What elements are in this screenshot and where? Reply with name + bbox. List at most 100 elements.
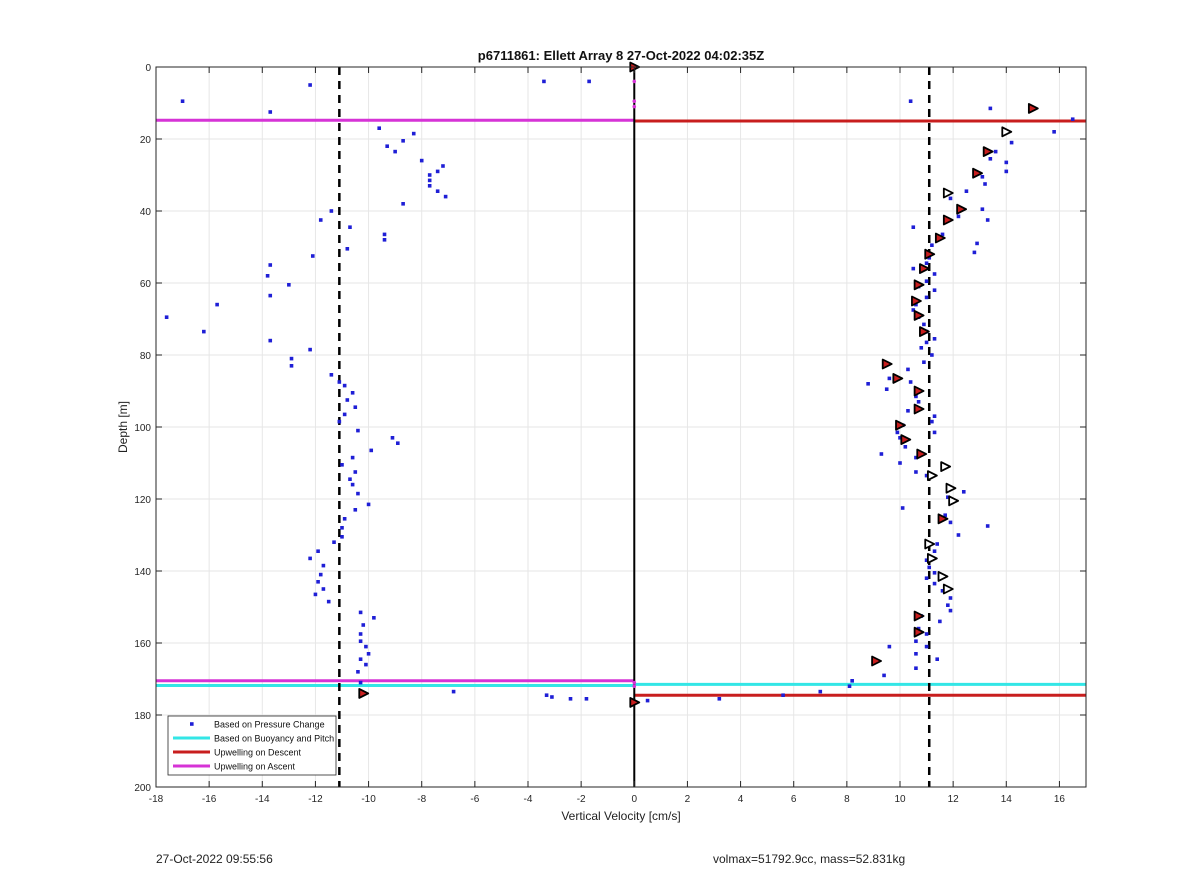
filled-velocity-marker (924, 248, 936, 260)
pressure-change-point (927, 565, 932, 570)
pressure-change-point (393, 149, 397, 154)
pressure-change-point (911, 308, 916, 312)
filled-velocity-marker (871, 655, 882, 667)
pressure-change-point (914, 652, 918, 656)
pressure-change-point (287, 283, 291, 287)
pressure-change-point (898, 461, 902, 465)
y-tick-label: 80 (140, 351, 152, 362)
pressure-change-point (895, 430, 900, 435)
pressure-change-point (980, 207, 985, 211)
pressure-change-point (956, 533, 961, 537)
x-axis-ticks: -18 -16 -14 -12 -10 -8 -6 -4 -2 0 2 4 6 8 10 12 14 16 (149, 67, 1065, 805)
pressure-change-point (847, 684, 852, 688)
pressure-change-point (358, 610, 363, 615)
open-velocity-marker (937, 571, 949, 582)
pressure-change-point (164, 315, 169, 319)
pressure-change-point (337, 419, 342, 424)
pressure-change-point (342, 383, 347, 388)
pressure-change-point (930, 419, 934, 424)
pressure-change-point (932, 288, 937, 292)
pressure-change-point (914, 470, 918, 474)
y-tick-label: 40 (140, 207, 152, 218)
filled-velocity-marker (900, 434, 912, 446)
pressure-change-point (427, 178, 432, 183)
pressure-change-point (924, 632, 929, 636)
pressure-change-point (308, 347, 312, 352)
pressure-change-point (924, 261, 929, 265)
pressure-change-point (358, 639, 363, 643)
pressure-change-point (911, 225, 916, 229)
filled-velocity-marker (942, 214, 954, 226)
pressure-change-point (988, 106, 993, 111)
y-tick-label: 60 (140, 279, 152, 290)
filled-velocity-marker (881, 358, 893, 370)
pressure-change-point (924, 558, 929, 562)
x-tick-label: 2 (685, 794, 691, 805)
pressure-change-point (316, 580, 320, 584)
y-tick-label: 200 (134, 783, 151, 794)
filled-velocity-marker (913, 279, 925, 291)
pressure-change-point (342, 517, 347, 521)
x-tick-label: -14 (255, 794, 270, 805)
filled-velocity-marker (913, 309, 925, 321)
pressure-change-point (382, 238, 387, 242)
legend-label: Upwelling on Descent (214, 748, 302, 758)
x-tick-label: 4 (738, 794, 744, 805)
pressure-change-point (922, 322, 926, 327)
x-tick-label: -10 (361, 794, 376, 805)
pressure-change-point (922, 360, 926, 364)
open-velocity-marker (926, 553, 938, 564)
reference-lines (338, 67, 931, 787)
legend-label: Based on Buoyancy and Pitch (214, 734, 334, 744)
pressure-change-point (948, 196, 953, 201)
velocity-markers (358, 61, 1039, 708)
pressure-change-point (308, 556, 312, 561)
pressure-change-point (908, 99, 913, 103)
pressure-change-point (350, 455, 355, 460)
y-tick-label: 160 (134, 639, 151, 650)
pressure-change-point (340, 463, 344, 467)
pressure-change-point (358, 632, 363, 636)
pressure-change-point (882, 673, 886, 678)
pressure-change-point (332, 540, 336, 544)
filled-velocity-marker (916, 448, 928, 460)
pressure-change-point (310, 254, 315, 258)
pressure-change-point (932, 571, 937, 575)
pressure-change-point (914, 666, 918, 670)
pressure-change-point (972, 250, 977, 255)
y-tick-label: 100 (134, 423, 151, 434)
pressure-change-point (964, 189, 969, 193)
pressure-change-point (427, 184, 432, 188)
open-velocity-marker (1001, 126, 1013, 138)
pressure-change-point (268, 293, 273, 298)
zero-line-point (632, 99, 637, 103)
pressure-change-point (329, 373, 334, 377)
pressure-change-point (382, 232, 387, 237)
pressure-change-point (946, 495, 950, 499)
zero-line-point (632, 684, 637, 688)
x-axis-label: Vertical Velocity [cm/s] (561, 809, 680, 823)
pressure-change-point (396, 441, 400, 445)
pressure-change-point (366, 652, 371, 656)
pressure-change-point (321, 587, 326, 591)
filled-velocity-marker (919, 263, 930, 275)
pressure-change-point (441, 164, 445, 168)
y-tick-label: 180 (134, 711, 151, 722)
pressure-change-point (940, 589, 945, 593)
pressure-change-point (903, 445, 908, 449)
pressure-change-point (948, 596, 953, 600)
pressure-change-point (940, 232, 945, 237)
pressure-change-point (401, 202, 405, 206)
pressure-change-point (329, 209, 334, 213)
filled-velocity-marker (892, 372, 904, 384)
y-tick-label: 0 (145, 63, 151, 74)
pressure-change-point (850, 679, 854, 683)
pressure-change-point (932, 430, 937, 435)
pressure-change-point (587, 79, 591, 84)
pressure-change-point (956, 214, 961, 219)
pressure-change-point (342, 412, 347, 417)
pressure-change-point (356, 491, 360, 496)
pressure-change-point (313, 592, 318, 597)
pressure-change-point (358, 680, 363, 685)
pressure-change-point (364, 662, 368, 667)
